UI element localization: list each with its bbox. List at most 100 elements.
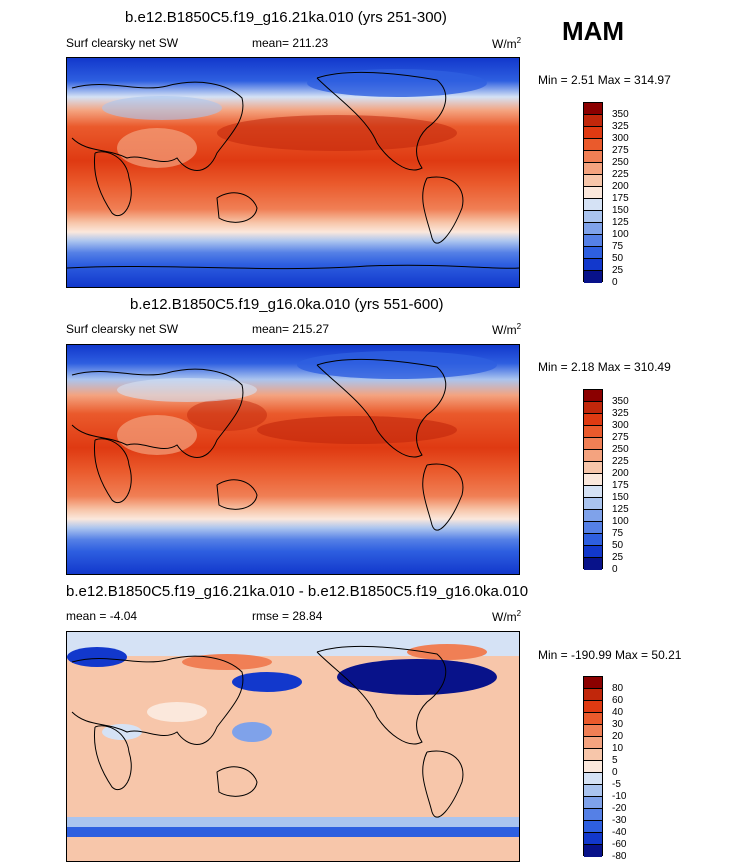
colorbar-swatch [584,797,602,809]
colorbar-tick-label: 100 [612,516,629,527]
colorbar-swatch [584,163,602,175]
units-exponent: 2 [516,36,522,45]
colorbar-swatch [584,701,602,713]
colorbar-tick-label: 325 [612,121,629,132]
colorbar-swatch [584,211,602,223]
panel-3-title: b.e12.B1850C5.f19_g16.21ka.010 - b.e12.B… [66,583,529,600]
colorbar-tick-label: 5 [612,755,618,766]
panel-2-title: b.e12.B1850C5.f19_g16.0ka.010 (yrs 551-6… [130,296,444,313]
colorbar-tick-label: 0 [612,564,618,575]
colorbar-swatch [584,486,602,498]
colorbar-tick-label: 125 [612,504,629,515]
units-text: W/m [492,37,517,51]
colorbar-swatch [584,546,602,558]
colorbar-swatch [584,510,602,522]
units-text: W/m [492,323,517,337]
colorbar-tick-label: 300 [612,133,629,144]
colorbar-tick-label: -80 [612,851,627,862]
panel-3-mean: mean = -4.04 [66,609,138,623]
colorbar-swatch [584,498,602,510]
colorbar-tick-label: -60 [612,839,627,850]
colorbar-tick-label: -5 [612,779,621,790]
panel-2-map [66,344,520,575]
colorbar-tick-label: 150 [612,205,629,216]
colorbar-tick-label: 20 [612,731,624,742]
colorbar-tick-label: 75 [612,241,624,252]
colorbar-swatch [584,534,602,546]
colorbar-tick-label: 350 [612,109,629,120]
panel-1-map [66,57,520,288]
colorbar-tick-label: -20 [612,803,627,814]
colorbar-swatch [584,677,602,689]
colorbar-swatch [584,414,602,426]
colorbar-swatch [584,175,602,187]
panel-3-units: W/m2 [492,609,521,624]
colorbar-swatch [584,139,602,151]
colorbar-tick-label: 10 [612,743,624,754]
panel-2-units: W/m2 [492,322,521,337]
units-exponent: 2 [516,609,522,618]
colorbar-tick-label: -30 [612,815,627,826]
colorbar-tick-label: 250 [612,157,629,168]
colorbar-swatch [584,522,602,534]
colorbar-swatch [584,235,602,247]
colorbar-tick-label: 300 [612,420,629,431]
colorbar-tick-label: 175 [612,480,629,491]
panel-1-mean: mean= 211.23 [252,36,329,50]
colorbar-swatch [584,259,602,271]
colorbar-tick-label: 30 [612,719,624,730]
units-exponent: 2 [516,322,522,331]
colorbar-tick-label: 200 [612,468,629,479]
colorbar-swatch [584,773,602,785]
colorbar-tick-label: 40 [612,707,624,718]
colorbar-tick-label: 25 [612,265,624,276]
colorbar-swatch [584,438,602,450]
panel-3-minmax: Min = -190.99 Max = 50.21 [538,648,682,662]
season-label: MAM [562,16,625,46]
colorbar-swatch [584,127,602,139]
units-text: W/m [492,610,517,624]
colorbar-tick-label: 60 [612,695,624,706]
panel-2-minmax: Min = 2.18 Max = 310.49 [538,360,671,374]
colorbar-swatch [584,247,602,259]
colorbar-tick-label: 225 [612,456,629,467]
colorbar-tick-label: -10 [612,791,627,802]
colorbar-swatch [584,450,602,462]
colorbar-tick-label: 0 [612,767,618,778]
colorbar-tick-label: 0 [612,277,618,288]
colorbar-tick-label: 150 [612,492,629,503]
colorbar-swatch [584,115,602,127]
colorbar-tick-label: 50 [612,253,624,264]
colorbar-tick-label: 250 [612,444,629,455]
colorbar-tick-label: 275 [612,145,629,156]
colorbar-swatch [584,271,602,283]
colorbar-swatch [584,426,602,438]
colorbar-swatch [584,737,602,749]
colorbar-swatch [584,402,602,414]
colorbar-swatch [584,809,602,821]
panel-1-variable: Surf clearsky net SW [66,36,179,50]
panel-3-rmse: rmse = 28.84 [252,609,323,623]
panel-1-minmax: Min = 2.51 Max = 314.97 [538,73,671,87]
colorbar-tick-label: 350 [612,396,629,407]
colorbar-swatch [584,761,602,773]
panel-2-colorbar [583,389,603,570]
colorbar-swatch [584,223,602,235]
colorbar-tick-label: 75 [612,528,624,539]
colorbar-swatch [584,103,602,115]
colorbar-swatch [584,713,602,725]
colorbar-tick-label: 275 [612,432,629,443]
colorbar-tick-label: 225 [612,169,629,180]
panel-1-colorbar [583,102,603,283]
colorbar-tick-label: 25 [612,552,624,563]
colorbar-swatch [584,749,602,761]
panel-2-variable: Surf clearsky net SW [66,322,179,336]
panel-3-colorbar [583,676,603,857]
colorbar-swatch [584,725,602,737]
colorbar-tick-label: 325 [612,408,629,419]
panel-1-title: b.e12.B1850C5.f19_g16.21ka.010 (yrs 251-… [125,9,447,26]
colorbar-tick-label: 100 [612,229,629,240]
colorbar-swatch [584,390,602,402]
colorbar-tick-label: 125 [612,217,629,228]
colorbar-tick-label: 50 [612,540,624,551]
